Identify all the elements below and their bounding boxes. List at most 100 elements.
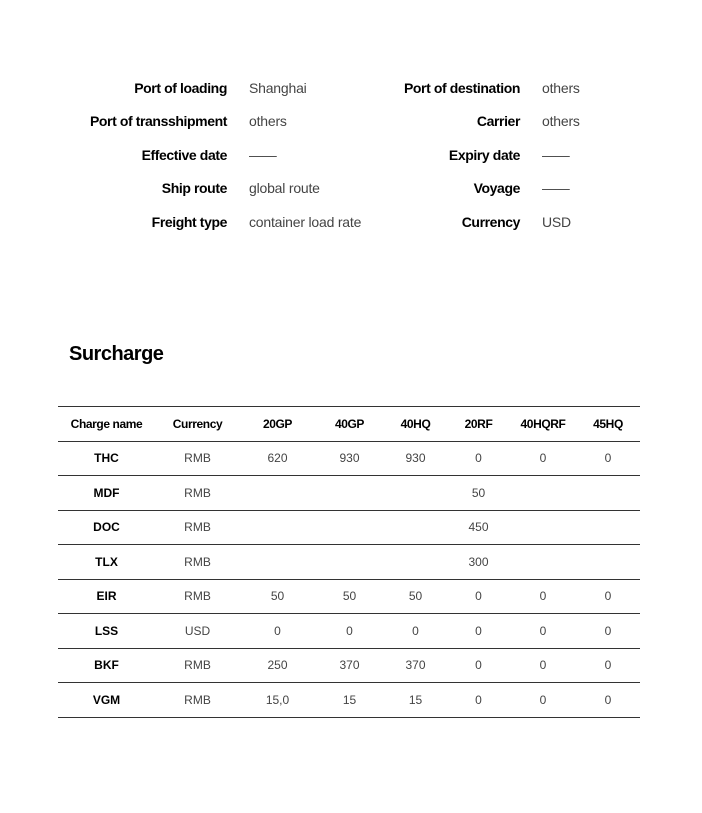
table-row: MDF RMB 50 [58, 475, 640, 511]
info-label: Expiry date [448, 147, 520, 163]
info-field: Effective date —— [0, 145, 702, 165]
table-cell: RMB [155, 579, 240, 614]
table-cell: 370 [315, 648, 384, 683]
charge-name-cell: MDF [58, 475, 155, 511]
column-header: 20GP [240, 406, 315, 442]
info-field: Currency USD [0, 212, 702, 232]
charge-name-cell: BKF [58, 648, 155, 683]
table-row: VGM RMB 15,0 15 15 0 0 0 [58, 682, 640, 718]
table-row: BKF RMB 250 370 370 0 0 0 [58, 648, 640, 683]
info-label: Port of destination [403, 80, 520, 96]
table-header-row: Charge name Currency 20GP 40GP 40HQ 20RF 40HQR… [58, 406, 640, 442]
info-value: —— [249, 147, 277, 163]
info-field: Expiry date —— [0, 145, 702, 165]
info-value: global route [249, 180, 320, 196]
table-cell: 930 [315, 441, 384, 476]
column-header: 45HQ [576, 406, 640, 442]
column-header: 20RF [447, 406, 510, 442]
table-cell [576, 510, 640, 545]
table-cell: 930 [384, 441, 447, 476]
table-cell: 0 [576, 441, 640, 476]
table-cell: 0 [510, 682, 576, 718]
table-cell: RMB [155, 544, 240, 580]
table-cell: RMB [155, 475, 240, 511]
table-cell [576, 544, 640, 580]
table-cell [576, 475, 640, 511]
table-cell: 450 [447, 510, 510, 545]
info-label: Voyage [473, 180, 521, 196]
table-row: EIR RMB 50 50 50 0 0 0 [58, 579, 640, 614]
column-header: 40GP [315, 406, 384, 442]
table-cell [240, 544, 315, 580]
info-label: Currency [461, 214, 521, 230]
charge-name-cell: THC [58, 441, 155, 476]
table-cell: 0 [447, 613, 510, 649]
info-field: Freight type container load rate [0, 212, 702, 232]
info-value: USD [542, 214, 571, 230]
table-cell: 15 [315, 682, 384, 718]
table-cell: RMB [155, 682, 240, 718]
table-cell: 0 [240, 613, 315, 649]
table-cell: 0 [315, 613, 384, 649]
info-field: Port of transshipment others [0, 111, 702, 131]
table-cell [240, 510, 315, 545]
table-cell: 0 [510, 441, 576, 476]
info-label: Port of transshipment [89, 113, 227, 129]
table-cell: 0 [447, 441, 510, 476]
table-cell [510, 510, 576, 545]
table-cell: 15,0 [240, 682, 315, 718]
info-value: others [542, 80, 580, 96]
table-cell [315, 510, 384, 545]
table-cell: 0 [576, 579, 640, 614]
info-value: —— [542, 147, 570, 163]
table-cell [384, 475, 447, 511]
info-label: Carrier [476, 113, 521, 129]
info-field: Port of loading Shanghai [0, 78, 702, 98]
info-value: container load rate [249, 214, 362, 230]
table-cell [384, 510, 447, 545]
surcharge-table: Charge name Currency 20GP 40GP 40HQ 20RF 40HQR… [58, 406, 640, 718]
table-cell: 50 [315, 579, 384, 614]
info-label: Port of loading [134, 80, 227, 96]
table-cell: 0 [576, 613, 640, 649]
table-row: DOC RMB 450 [58, 510, 640, 545]
info-field: Port of destination others [0, 78, 702, 98]
table-cell: 50 [447, 475, 510, 511]
info-field: Ship route global route [0, 178, 702, 198]
table-cell: 0 [510, 613, 576, 649]
info-label: Effective date [141, 147, 228, 163]
info-field: Carrier others [0, 111, 702, 131]
info-value: others [249, 113, 287, 129]
table-cell [510, 544, 576, 580]
table-row: THC RMB 620 930 930 0 0 0 [58, 441, 640, 476]
table-cell: RMB [155, 441, 240, 476]
table-cell: 0 [510, 648, 576, 683]
charge-name-cell: LSS [58, 613, 155, 649]
table-cell [510, 475, 576, 511]
table-cell: USD [155, 613, 240, 649]
table-cell: 0 [447, 682, 510, 718]
charge-name-cell: DOC [58, 510, 155, 545]
table-cell: 300 [447, 544, 510, 580]
info-label: Freight type [151, 214, 228, 230]
table-cell: RMB [155, 648, 240, 683]
table-row: LSS USD 0 0 0 0 0 0 [58, 613, 640, 649]
column-header: 40HQ [384, 406, 447, 442]
column-header: Charge name [58, 406, 155, 442]
info-field: Voyage —— [0, 178, 702, 198]
table-cell: 0 [384, 613, 447, 649]
table-cell: 15 [384, 682, 447, 718]
table-cell: 50 [384, 579, 447, 614]
info-value: others [542, 113, 580, 129]
table-cell: RMB [155, 510, 240, 545]
table-cell: 0 [576, 648, 640, 683]
table-cell: 50 [240, 579, 315, 614]
info-value: —— [542, 180, 570, 196]
info-value: Shanghai [249, 80, 307, 96]
table-cell: 0 [510, 579, 576, 614]
charge-name-cell: EIR [58, 579, 155, 614]
table-cell: 370 [384, 648, 447, 683]
table-cell: 0 [447, 648, 510, 683]
charge-name-cell: TLX [58, 544, 155, 580]
table-row: TLX RMB 300 [58, 544, 640, 580]
